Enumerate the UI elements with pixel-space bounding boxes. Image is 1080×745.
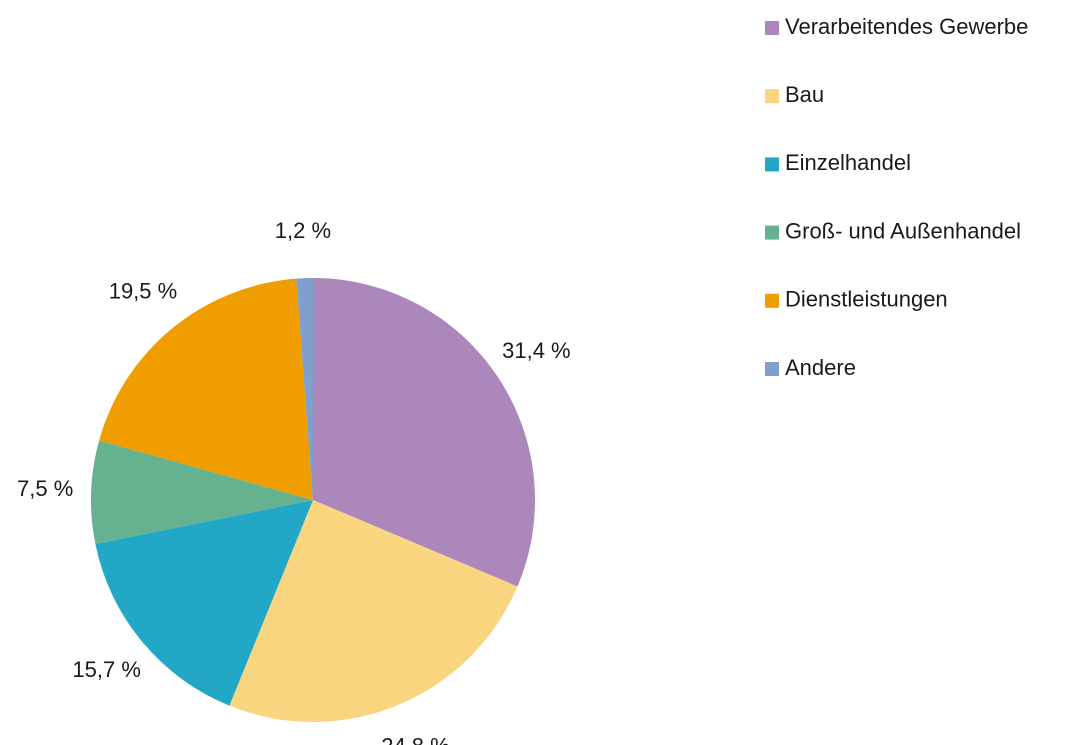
legend-swatch [765, 89, 779, 104]
legend-label: Einzelhandel [785, 150, 911, 175]
legend-label: Verarbeitendes Gewerbe [785, 14, 1028, 39]
legend-label: Bau [785, 82, 824, 107]
legend-swatch [765, 362, 779, 376]
pie-slice [313, 278, 535, 587]
pie-slice [296, 278, 313, 500]
pie-slice [91, 440, 313, 544]
data-label: 15,7 % [72, 657, 141, 682]
legend-swatch [765, 293, 779, 308]
data-label: 19,5 % [109, 279, 178, 304]
legend-label: Andere [785, 355, 856, 380]
pie-slice [229, 500, 518, 723]
pie-slice [95, 500, 313, 706]
legend-swatch [765, 157, 779, 172]
data-label: 7,5 % [17, 476, 73, 501]
pie-slice [99, 278, 313, 500]
data-label: 1,2 % [275, 218, 331, 243]
legend-swatch [765, 21, 779, 35]
legend-label: Dienstleistungen [785, 287, 948, 312]
data-label: 31,4 % [502, 338, 571, 363]
data-label: 24,8 % [381, 733, 450, 745]
legend-swatch [765, 225, 779, 240]
legend-label: Groß- und Außenhandel [785, 218, 1021, 243]
